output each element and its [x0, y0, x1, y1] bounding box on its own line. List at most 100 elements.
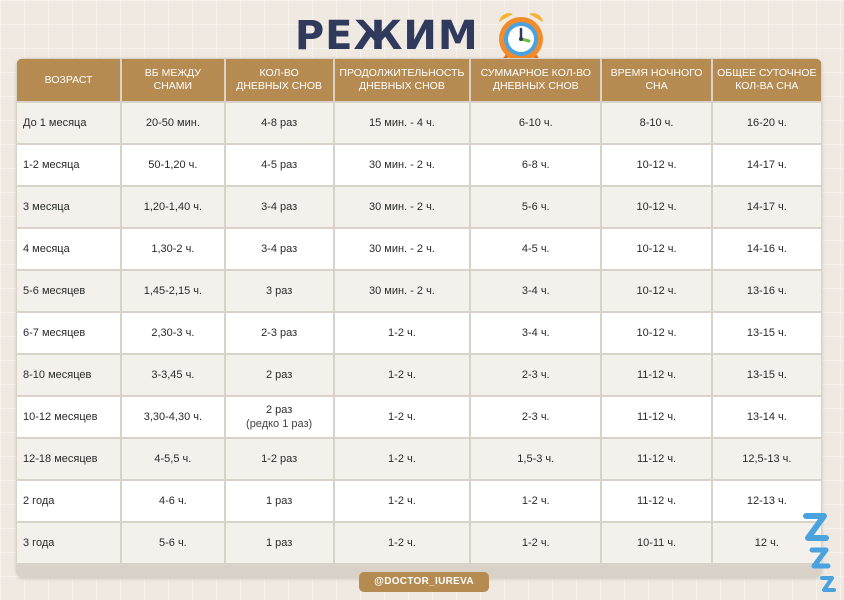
daily-sleep-cell-value: 12-13 ч.	[746, 495, 787, 507]
nap-duration-cell-value: 1-2 ч.	[388, 453, 416, 465]
total-nap-cell-value: 2-3 ч.	[521, 369, 550, 381]
age-cell: До 1 месяца	[17, 103, 121, 143]
total-nap-cell: 4-5 ч.	[471, 229, 601, 269]
age-cell: 3 месяца	[17, 187, 121, 227]
nap-count-cell-value: 3-4 раз	[261, 243, 298, 255]
total-nap-cell-value: 1,5-3 ч.	[517, 453, 555, 465]
awake-window-cell: 3,30-4,30 ч.	[122, 397, 224, 437]
night-sleep-cell: 8-10 ч.	[602, 103, 711, 143]
column-header: ВБ МЕЖДУ СНАМИ	[122, 59, 224, 101]
awake-window-cell: 1,30-2 ч.	[122, 229, 224, 269]
total-nap-cell: 1-2 ч.	[471, 523, 601, 563]
table-row: 4 месяца 1,30-2 ч. 3-4 раз 30 мин. - 2 ч. 4-…	[17, 229, 821, 269]
title-bar: РЕЖИМ	[0, 8, 844, 64]
awake-window-cell: 4-6 ч.	[122, 481, 224, 521]
column-header-line: ДНЕВНЫХ СНОВ	[236, 80, 323, 92]
daily-sleep-cell: 12,5-13 ч.	[712, 439, 821, 479]
awake-window-cell: 4-5,5 ч.	[122, 439, 224, 479]
age-cell-value: 10-12 месяцев	[23, 411, 98, 423]
awake-window-cell-value: 4-5,5 ч.	[154, 453, 192, 465]
night-sleep-cell-value: 11-12 ч.	[636, 411, 677, 423]
nap-count-cell-value: 1 раз	[265, 495, 293, 507]
night-sleep-cell-value: 11-12 ч.	[636, 453, 677, 465]
total-nap-cell: 6-8 ч.	[471, 145, 601, 185]
night-sleep-cell: 10-12 ч.	[602, 229, 711, 269]
awake-window-cell-value: 5-6 ч.	[159, 537, 187, 549]
nap-duration-cell: 30 мин. - 2 ч.	[334, 145, 470, 185]
total-nap-cell-value: 5-6 ч.	[521, 201, 550, 213]
nap-count-cell: 4-5 раз	[225, 145, 333, 185]
column-header-line: ВРЕМЯ НОЧНОГО	[610, 67, 703, 79]
nap-count-cell-value: 4-5 раз	[261, 159, 298, 171]
daily-sleep-cell-value: 14-17 ч.	[746, 201, 787, 213]
column-header-line: ОБЩЕЕ СУТОЧНОЕ	[717, 67, 817, 79]
night-sleep-cell: 10-12 ч.	[602, 187, 711, 227]
nap-duration-cell-value: 30 мин. - 2 ч.	[368, 285, 435, 297]
total-nap-cell: 2-3 ч.	[471, 355, 601, 395]
nap-duration-cell-value: 30 мин. - 2 ч.	[368, 201, 435, 213]
table-row: 5-6 месяцев 1,45-2,15 ч. 3 раз 30 мин. - 2 …	[17, 271, 821, 311]
age-cell-value: 8-10 месяцев	[23, 369, 92, 381]
table-header-row: ВОЗРАСТ ВБ МЕЖДУ СНАМИ КОЛ-ВО ДНЕВНЫХ СНОВ ПР…	[17, 59, 821, 101]
column-header: ОБЩЕЕ СУТОЧНОЕ КОЛ-ВА СНА	[712, 59, 821, 101]
age-cell: 8-10 месяцев	[17, 355, 121, 395]
awake-window-cell-value: 1,30-2 ч.	[151, 243, 195, 255]
awake-window-cell: 5-6 ч.	[122, 523, 224, 563]
nap-duration-cell-value: 1-2 ч.	[388, 537, 416, 549]
daily-sleep-cell: 14-17 ч.	[712, 145, 821, 185]
nap-duration-cell-value: 1-2 ч.	[388, 495, 416, 507]
age-cell: 3 года	[17, 523, 121, 563]
nap-count-cell: 1 раз	[225, 523, 333, 563]
nap-count-cell-value: 3 раз	[265, 285, 293, 297]
total-nap-cell: 3-4 ч.	[471, 313, 601, 353]
daily-sleep-cell: 16-20 ч.	[712, 103, 821, 143]
nap-duration-cell: 30 мин. - 2 ч.	[334, 229, 470, 269]
nap-count-cell: 2 раз	[225, 355, 333, 395]
age-cell: 5-6 месяцев	[17, 271, 121, 311]
sleep-schedule-table-card: ВОЗРАСТ ВБ МЕЖДУ СНАМИ КОЛ-ВО ДНЕВНЫХ СНОВ ПР…	[16, 58, 822, 578]
age-cell: 10-12 месяцев	[17, 397, 121, 437]
daily-sleep-cell-value: 13-16 ч.	[746, 285, 787, 297]
total-nap-cell-value: 6-10 ч.	[518, 117, 553, 129]
total-nap-cell: 1,5-3 ч.	[471, 439, 601, 479]
age-cell-value: 4 месяца	[23, 243, 70, 255]
night-sleep-cell: 10-12 ч.	[602, 313, 711, 353]
nap-duration-cell: 30 мин. - 2 ч.	[334, 187, 470, 227]
table-body: До 1 месяца 20-50 мин. 4-8 раз 15 мин. - 4 …	[17, 103, 821, 563]
total-nap-cell: 1-2 ч.	[471, 481, 601, 521]
night-sleep-cell-value: 11-12 ч.	[636, 495, 677, 507]
daily-sleep-cell: 13-15 ч.	[712, 355, 821, 395]
total-nap-cell-value: 3-4 ч.	[521, 327, 550, 339]
nap-duration-cell-value: 1-2 ч.	[388, 411, 416, 423]
awake-window-cell-value: 20-50 мин.	[145, 117, 200, 129]
awake-window-cell-value: 4-6 ч.	[159, 495, 187, 507]
daily-sleep-cell: 12-13 ч.	[712, 481, 821, 521]
night-sleep-cell: 10-12 ч.	[602, 145, 711, 185]
nap-count-cell: 3-4 раз	[225, 187, 333, 227]
total-nap-cell: 5-6 ч.	[471, 187, 601, 227]
column-header-line: ПРОДОЛЖИТЕЛЬНОСТЬ	[339, 67, 465, 79]
nap-duration-cell: 1-2 ч.	[334, 397, 470, 437]
zzz-icon	[803, 513, 836, 592]
nap-count-cell: 1-2 раз	[225, 439, 333, 479]
nap-duration-cell: 1-2 ч.	[334, 355, 470, 395]
daily-sleep-cell: 14-17 ч.	[712, 187, 821, 227]
awake-window-cell: 50-1,20 ч.	[122, 145, 224, 185]
awake-window-cell: 3-3,45 ч.	[122, 355, 224, 395]
night-sleep-cell-value: 10-12 ч.	[636, 201, 677, 213]
table-row: 1-2 месяца 50-1,20 ч. 4-5 раз 30 мин. - 2 ч…	[17, 145, 821, 185]
nap-count-cell: 2-3 раз	[225, 313, 333, 353]
nap-count-cell: 4-8 раз	[225, 103, 333, 143]
daily-sleep-cell-value: 13-15 ч.	[746, 327, 787, 339]
total-nap-cell-value: 1-2 ч.	[521, 537, 550, 549]
table-row: 12-18 месяцев 4-5,5 ч. 1-2 раз 1-2 ч. 1,5-3 …	[17, 439, 821, 479]
age-cell-value: 5-6 месяцев	[23, 285, 86, 297]
age-cell-value: 12-18 месяцев	[23, 453, 98, 465]
column-header-line: КОЛ-ВА СНА	[735, 80, 799, 92]
column-header-line: ДНЕВНЫХ СНОВ	[359, 80, 445, 92]
total-nap-cell-value: 3-4 ч.	[521, 285, 550, 297]
total-nap-cell-value: 2-3 ч.	[521, 411, 550, 423]
daily-sleep-cell: 13-14 ч.	[712, 397, 821, 437]
nap-count-cell-value: 1-2 раз	[261, 453, 298, 465]
night-sleep-cell-value: 10-11 ч.	[636, 537, 677, 549]
